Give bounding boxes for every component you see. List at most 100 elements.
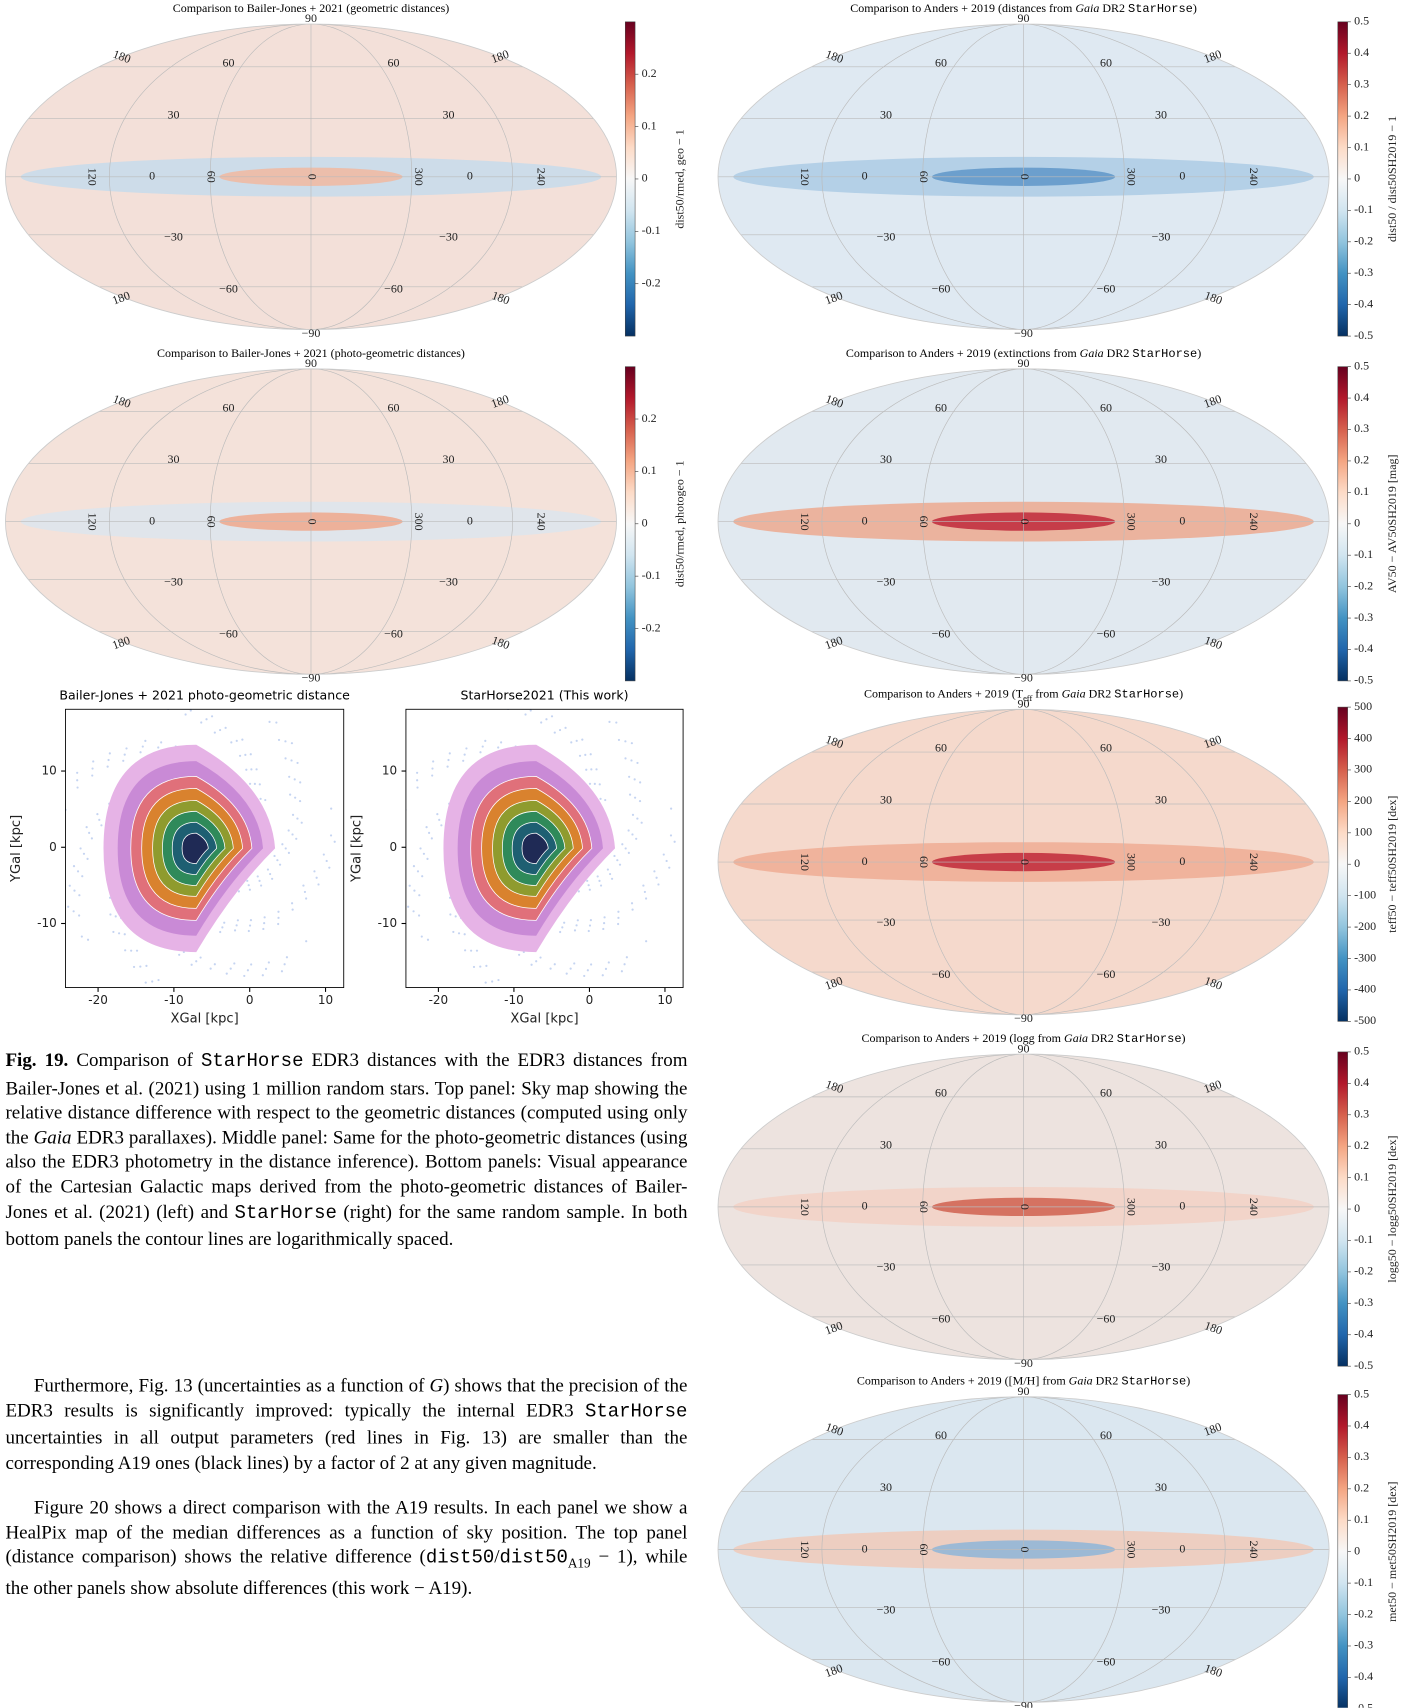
colorbar-tick-label: 0.1	[1354, 139, 1369, 153]
lon-label: 300	[1125, 1198, 1139, 1216]
text-run: Gaia	[1079, 347, 1104, 361]
lat-label: −60	[219, 626, 238, 640]
density-dot	[199, 956, 202, 959]
lon-label: 0	[305, 519, 319, 525]
density-dot	[268, 720, 271, 723]
text-run: from	[1032, 687, 1062, 701]
density-dot	[416, 786, 419, 789]
text-run: Furthermore, Fig. 13 (uncertainties as a…	[33, 1373, 430, 1396]
density-dot	[298, 800, 302, 803]
axes-frame	[65, 708, 345, 988]
lat-label: 30	[1155, 793, 1167, 807]
density-dot	[426, 857, 429, 860]
density-dot	[642, 884, 645, 887]
colorbar-tick-label: 0	[1354, 516, 1360, 530]
y-tick-label: 0	[390, 840, 398, 854]
density-dot	[299, 781, 302, 784]
density-dot	[436, 813, 439, 816]
density-dot	[499, 996, 501, 998]
density-dot	[617, 922, 620, 926]
y-tick-label: -10	[37, 916, 57, 930]
density-dot	[431, 774, 434, 777]
lat-label: 30	[442, 452, 454, 466]
density-dot	[417, 914, 421, 917]
colorbar-tick-label: 0.2	[1354, 1138, 1369, 1152]
colorbar-tick-label: 0.4	[1354, 1418, 1369, 1432]
density-dot	[479, 751, 482, 754]
lat-label: −60	[932, 282, 951, 296]
text-run: Comparison to Bailer-Jones + 2021 (geome…	[172, 2, 450, 16]
density-dot	[604, 798, 607, 802]
lat-label: 30	[880, 107, 892, 121]
density-dot	[213, 963, 216, 966]
density-dot	[581, 738, 584, 741]
density-dot	[190, 963, 193, 966]
density-dot	[529, 709, 532, 712]
lat-label: 60	[935, 741, 947, 755]
density-dot	[595, 768, 598, 771]
text-run: Comparison to Anders + 2019 (distances f…	[850, 2, 1076, 16]
density-dot	[281, 843, 284, 846]
density-dot	[76, 786, 79, 789]
map-title: Comparison to Anders + 2019 ([M/H] from …	[718, 1375, 1329, 1389]
text-run: Fig. 19.	[5, 1048, 69, 1071]
lon-label: 300	[412, 513, 426, 531]
density-dot	[569, 967, 572, 970]
colorbar-tick-label: 0.3	[1354, 421, 1369, 435]
density-dot	[485, 964, 488, 967]
density-dot	[606, 868, 609, 871]
density-dot	[92, 760, 95, 763]
lat-label: 60	[935, 400, 947, 414]
density-dot	[589, 919, 592, 922]
density-dot	[248, 782, 252, 785]
density-dot	[80, 935, 83, 938]
sky-outline	[717, 23, 1330, 330]
colorbar-tick-label: 0.3	[1354, 76, 1369, 90]
colorbar-tick-label: -0.1	[1354, 547, 1373, 561]
lat-label: 30	[880, 1138, 892, 1152]
colorbar-tick-label: 0	[642, 171, 648, 185]
density-dot	[630, 742, 633, 745]
density-dot	[225, 972, 228, 975]
lat-label: −90	[1014, 671, 1033, 685]
density-level	[521, 832, 549, 865]
density-dot	[248, 888, 251, 891]
lat-label: −60	[932, 1654, 951, 1668]
density-dot	[603, 916, 606, 919]
lat-label: −30	[1152, 230, 1171, 244]
density-dot	[565, 972, 568, 975]
lat-label: 60	[1100, 55, 1112, 69]
colorbar-tick-label: -0.5	[1354, 328, 1373, 342]
density-dot	[258, 783, 261, 786]
sky-map	[5, 24, 617, 330]
colorbar	[1337, 706, 1348, 1022]
density-dot	[132, 965, 136, 969]
density-dot	[249, 919, 253, 922]
text-run: StarHorse	[584, 1401, 688, 1423]
text-run: dist50	[499, 1548, 568, 1570]
colorbar-label: dist50 / dist50SH2019 − 1	[1385, 116, 1399, 242]
density-dot	[668, 866, 671, 869]
lon-label: 180	[490, 288, 512, 307]
density-dot	[290, 759, 293, 762]
lon-label: 180	[824, 1077, 846, 1096]
text-run: Comparison to Bailer-Jones + 2021 (photo…	[157, 347, 465, 361]
density-dot	[665, 859, 668, 863]
density-dot	[484, 981, 487, 984]
density-dot	[221, 926, 224, 929]
density-dot	[463, 933, 466, 936]
density-dot	[624, 757, 627, 760]
lon-label: 120	[798, 853, 812, 871]
colorbar-tick-label: 0.2	[642, 66, 657, 80]
density-dot	[535, 706, 537, 708]
density-dot	[604, 967, 608, 970]
text-run: eff	[1023, 693, 1033, 703]
density-dot	[266, 868, 270, 871]
density-dot	[246, 969, 249, 972]
density-dot	[233, 929, 237, 932]
lat-label: −90	[302, 671, 321, 685]
density-dot	[588, 782, 592, 785]
lon-label: 120	[798, 168, 812, 186]
density-dot	[300, 821, 303, 824]
